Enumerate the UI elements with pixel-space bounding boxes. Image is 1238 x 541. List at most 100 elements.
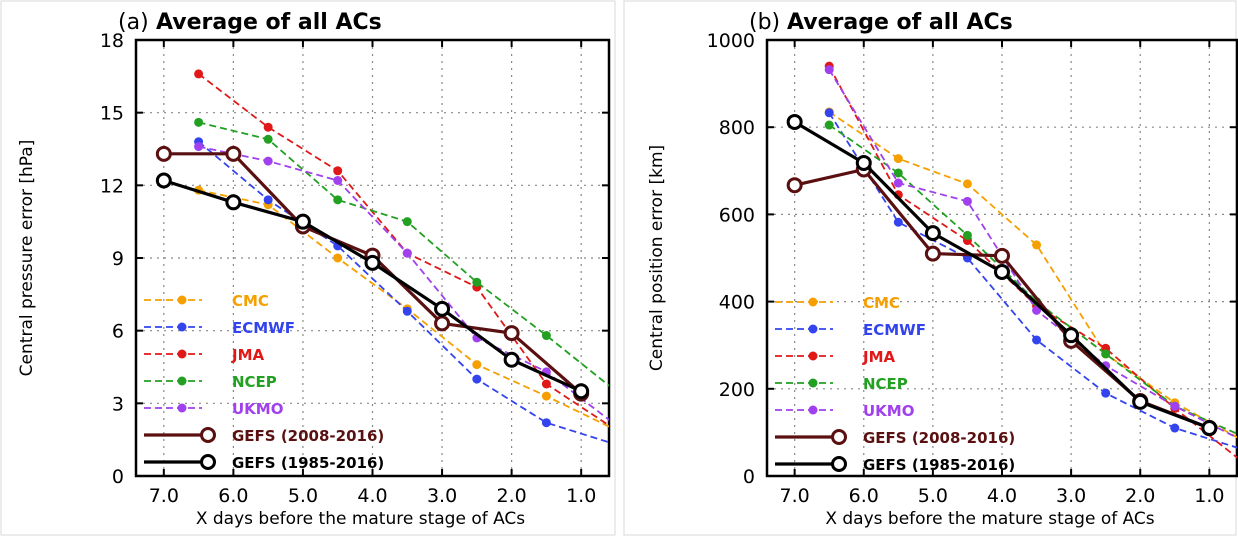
x-tick-label: 7.0	[149, 485, 179, 507]
legend-swatch-marker	[177, 349, 187, 359]
series-cmc	[824, 107, 1237, 439]
legend-swatch-marker	[177, 403, 187, 413]
x-tick-label: 3.0	[427, 485, 457, 507]
x-axis-label: X days before the mature stage of ACs	[196, 509, 525, 529]
series-ncep	[824, 120, 1237, 435]
data-point	[962, 230, 972, 240]
data-point	[472, 277, 482, 287]
legend-item: ECMWF	[144, 319, 295, 337]
data-point	[364, 254, 381, 271]
legend-item: GEFS (1985-2016)	[775, 456, 1015, 474]
data-point	[503, 351, 520, 368]
data-point	[893, 217, 903, 227]
data-point	[994, 247, 1010, 264]
legend-label: UKMO	[232, 400, 283, 418]
legend-swatch-marker	[808, 324, 818, 334]
panel-border	[0, 0, 616, 536]
legend-label: CMC	[863, 294, 900, 312]
x-tick-label: 5.0	[288, 485, 318, 507]
series-gefs-2008-2016	[786, 161, 1218, 437]
legend-swatch-marker	[177, 376, 187, 386]
legend-item: JMA	[775, 348, 896, 366]
legend-swatch-marker	[200, 454, 216, 470]
series-gefs-1985-2016	[155, 172, 590, 400]
data-point	[263, 122, 273, 132]
x-tick-label: 4.0	[987, 485, 1017, 507]
data-point	[1201, 420, 1218, 437]
data-point	[611, 387, 620, 396]
legend-label: NCEP	[232, 373, 277, 391]
data-point	[962, 179, 972, 189]
plot-area	[786, 61, 1237, 459]
y-tick-label: 0	[743, 466, 755, 488]
legend-label: ECMWF	[863, 321, 926, 339]
data-point	[402, 306, 412, 316]
x-tick-label: 2.0	[1125, 485, 1155, 507]
data-point	[1063, 327, 1080, 344]
data-point	[541, 331, 551, 341]
data-point	[541, 379, 551, 389]
chart-panel-b: 7.0 6.0 5.0 4.0 3.0 2.0 1.0 0 200 400 600 800 1000(b…	[623, 0, 1238, 536]
y-tick-label: 3	[112, 393, 124, 415]
x-tick-label: 1.0	[566, 485, 596, 507]
legend-label: UKMO	[863, 402, 914, 420]
y-axis-label: Central pressure error [hPa]	[17, 140, 37, 377]
legend-label: GEFS (1985-2016)	[232, 454, 384, 472]
legend-swatch-marker	[808, 405, 818, 415]
legend-swatch-marker	[831, 456, 847, 472]
data-point	[786, 177, 803, 194]
data-point	[786, 113, 803, 130]
legend-item: CMC	[144, 292, 269, 310]
data-point	[194, 69, 204, 79]
data-point	[962, 196, 972, 206]
data-point	[611, 425, 620, 434]
series-ukmo	[824, 65, 1237, 439]
panel-border	[623, 0, 1237, 536]
data-point	[1032, 240, 1042, 250]
y-tick-label: 1000	[707, 30, 755, 52]
legend-label: JMA	[231, 346, 265, 364]
series-gefs-1985-2016	[786, 113, 1218, 437]
legend-label: NCEP	[863, 375, 908, 393]
y-tick-label: 18	[100, 30, 124, 52]
data-point	[611, 421, 620, 430]
legend-item: GEFS (1985-2016)	[144, 454, 384, 472]
legend-swatch-marker	[177, 295, 187, 305]
data-point	[893, 154, 903, 164]
x-tick-label: 3.0	[1056, 485, 1086, 507]
legend-item: JMA	[144, 346, 265, 364]
data-point	[1132, 393, 1149, 410]
data-point	[402, 248, 412, 258]
data-point	[893, 178, 903, 188]
legend-item: UKMO	[775, 402, 914, 420]
legend-item: ECMWF	[775, 321, 926, 339]
chart-panel-a: 7.0 6.0 5.0 4.0 3.0 2.0 1.0 0 3 6 9 12 15 18(a) Averag…	[0, 0, 620, 536]
legend-label: CMC	[232, 292, 269, 310]
series-ecmwf	[824, 108, 1237, 449]
x-axis-label: X days before the mature stage of ACs	[825, 509, 1154, 529]
data-point	[194, 117, 204, 127]
panel-label: (a)	[118, 10, 149, 35]
data-point	[573, 383, 590, 400]
data-point	[155, 145, 172, 162]
series-ncep	[194, 117, 620, 396]
chart-title: Average of all ACs	[156, 10, 382, 35]
x-tick-label: 6.0	[218, 485, 248, 507]
chart-title: Average of all ACs	[787, 10, 1013, 35]
data-point	[924, 245, 941, 262]
data-point	[294, 213, 311, 230]
panel-label: (b)	[749, 10, 780, 35]
data-point	[1032, 335, 1042, 345]
data-point	[472, 360, 482, 370]
y-tick-label: 800	[719, 117, 755, 139]
y-tick-label: 400	[719, 292, 755, 314]
legend-swatch-marker	[808, 297, 818, 307]
y-tick-label: 600	[719, 204, 755, 226]
data-point	[824, 120, 834, 130]
data-point	[824, 65, 834, 75]
data-point	[1170, 401, 1180, 411]
x-tick-label: 1.0	[1194, 485, 1224, 507]
legend-swatch-marker	[808, 378, 818, 388]
data-point	[472, 374, 482, 384]
data-point	[611, 425, 620, 434]
